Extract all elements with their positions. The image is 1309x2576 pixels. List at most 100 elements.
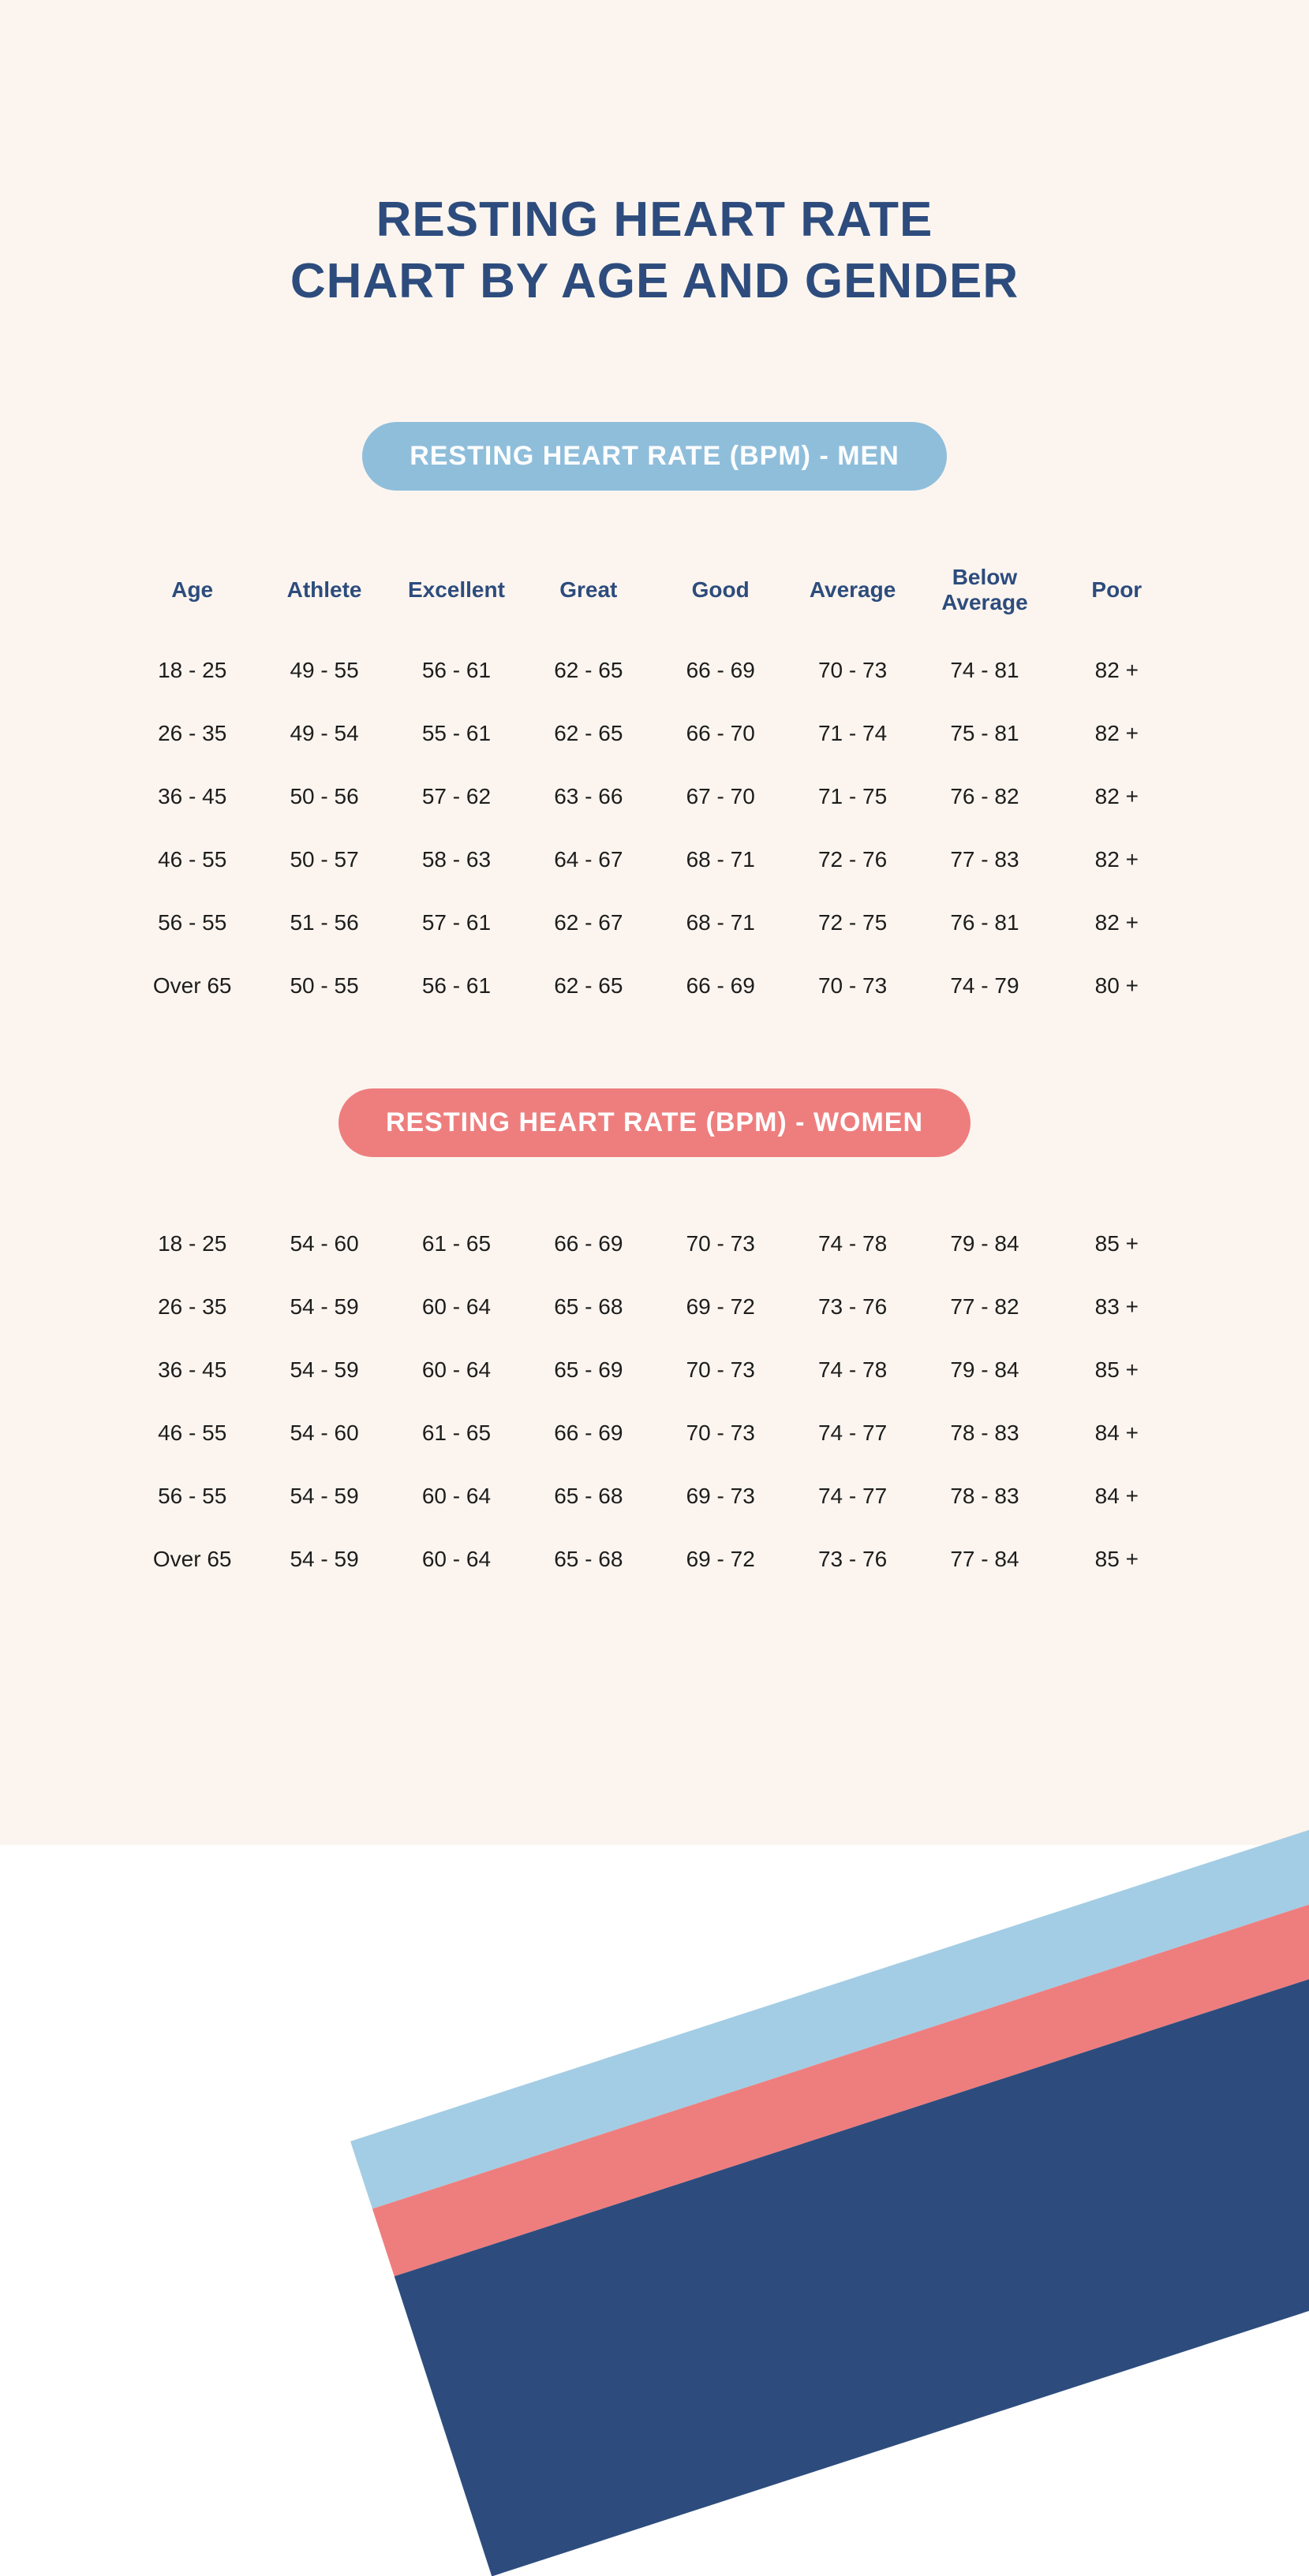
table-row: 18 - 2549 - 5556 - 6162 - 6566 - 6970 - … [126, 639, 1183, 702]
table-cell: 46 - 55 [126, 1402, 258, 1465]
table-cell: 66 - 70 [655, 702, 787, 765]
women-section-label: RESTING HEART RATE (BPM) - WOMEN [338, 1088, 971, 1157]
table-cell: 54 - 60 [258, 1402, 390, 1465]
men-section-label: RESTING HEART RATE (BPM) - MEN [362, 422, 947, 491]
page-title: RESTING HEART RATE CHART BY AGE AND GEND… [142, 189, 1168, 312]
column-header: Athlete [258, 546, 390, 639]
table-cell: 74 - 81 [918, 639, 1050, 702]
table-row: 46 - 5554 - 6061 - 6566 - 6970 - 7374 - … [126, 1402, 1183, 1465]
page: RESTING HEART RATE CHART BY AGE AND GEND… [0, 0, 1309, 1845]
men-section: RESTING HEART RATE (BPM) - MEN AgeAthlet… [126, 422, 1183, 1017]
table-cell: 63 - 66 [522, 765, 654, 828]
table-cell: 74 - 78 [787, 1212, 918, 1275]
table-cell: 62 - 65 [522, 702, 654, 765]
table-cell: 74 - 78 [787, 1338, 918, 1402]
table-cell: 82 + [1051, 765, 1183, 828]
table-cell: 18 - 25 [126, 639, 258, 702]
table-cell: 82 + [1051, 702, 1183, 765]
table-cell: 26 - 35 [126, 1275, 258, 1338]
title-line-1: RESTING HEART RATE [142, 189, 1168, 251]
table-cell: 71 - 75 [787, 765, 918, 828]
table-cell: 56 - 61 [391, 639, 522, 702]
table-cell: 76 - 81 [918, 891, 1050, 954]
table-cell: 57 - 61 [391, 891, 522, 954]
table-cell: 74 - 77 [787, 1402, 918, 1465]
table-cell: 74 - 79 [918, 954, 1050, 1017]
table-cell: 82 + [1051, 891, 1183, 954]
table-cell: 85 + [1051, 1528, 1183, 1591]
table-cell: 72 - 76 [787, 828, 918, 891]
table-cell: 62 - 65 [522, 954, 654, 1017]
table-cell: 66 - 69 [655, 954, 787, 1017]
table-cell: 67 - 70 [655, 765, 787, 828]
table-cell: 51 - 56 [258, 891, 390, 954]
table-cell: 50 - 55 [258, 954, 390, 1017]
table-cell: 82 + [1051, 639, 1183, 702]
table-cell: 70 - 73 [655, 1338, 787, 1402]
table-cell: 68 - 71 [655, 828, 787, 891]
table-row: Over 6554 - 5960 - 6465 - 6869 - 7273 - … [126, 1528, 1183, 1591]
table-cell: 69 - 72 [655, 1275, 787, 1338]
table-cell: 56 - 55 [126, 891, 258, 954]
table-cell: 54 - 60 [258, 1212, 390, 1275]
table-cell: 76 - 82 [918, 765, 1050, 828]
table-cell: 50 - 57 [258, 828, 390, 891]
table-cell: 69 - 73 [655, 1465, 787, 1528]
table-cell: 73 - 76 [787, 1528, 918, 1591]
column-header: Average [787, 546, 918, 639]
column-header: Age [126, 546, 258, 639]
table-cell: Over 65 [126, 954, 258, 1017]
table-cell: 65 - 68 [522, 1275, 654, 1338]
table-cell: 85 + [1051, 1212, 1183, 1275]
table-cell: 71 - 74 [787, 702, 918, 765]
column-header: Excellent [391, 546, 522, 639]
table-row: 56 - 5554 - 5960 - 6465 - 6869 - 7374 - … [126, 1465, 1183, 1528]
table-cell: 26 - 35 [126, 702, 258, 765]
column-header: Great [522, 546, 654, 639]
table-cell: 84 + [1051, 1465, 1183, 1528]
table-cell: 62 - 65 [522, 639, 654, 702]
table-cell: 78 - 83 [918, 1402, 1050, 1465]
table-cell: 49 - 54 [258, 702, 390, 765]
table-cell: 58 - 63 [391, 828, 522, 891]
table-cell: 66 - 69 [522, 1212, 654, 1275]
table-cell: 54 - 59 [258, 1275, 390, 1338]
table-cell: 36 - 45 [126, 765, 258, 828]
stripe-light-blue [350, 1654, 1309, 2209]
table-cell: 54 - 59 [258, 1465, 390, 1528]
table-cell: 56 - 55 [126, 1465, 258, 1528]
table-cell: 82 + [1051, 828, 1183, 891]
table-row: 56 - 5551 - 5657 - 6162 - 6768 - 7172 - … [126, 891, 1183, 954]
table-cell: 72 - 75 [787, 891, 918, 954]
table-cell: 65 - 68 [522, 1528, 654, 1591]
table-cell: 55 - 61 [391, 702, 522, 765]
table-header-row: AgeAthleteExcellentGreatGoodAverageBelow… [126, 546, 1183, 639]
table-cell: Over 65 [126, 1528, 258, 1591]
table-cell: 77 - 83 [918, 828, 1050, 891]
table-cell: 79 - 84 [918, 1212, 1050, 1275]
table-cell: 70 - 73 [655, 1402, 787, 1465]
table-cell: 61 - 65 [391, 1402, 522, 1465]
table-row: Over 6550 - 5556 - 6162 - 6566 - 6970 - … [126, 954, 1183, 1017]
column-header: Poor [1051, 546, 1183, 639]
table-cell: 80 + [1051, 954, 1183, 1017]
table-cell: 77 - 84 [918, 1528, 1050, 1591]
table-row: 36 - 4554 - 5960 - 6465 - 6970 - 7374 - … [126, 1338, 1183, 1402]
table-cell: 54 - 59 [258, 1528, 390, 1591]
table-cell: 57 - 62 [391, 765, 522, 828]
women-section: RESTING HEART RATE (BPM) - WOMEN 18 - 25… [126, 1088, 1183, 1591]
column-header: BelowAverage [918, 546, 1050, 639]
table-cell: 18 - 25 [126, 1212, 258, 1275]
table-cell: 83 + [1051, 1275, 1183, 1338]
table-cell: 61 - 65 [391, 1212, 522, 1275]
table-cell: 46 - 55 [126, 828, 258, 891]
women-table: 18 - 2554 - 6061 - 6566 - 6970 - 7374 - … [126, 1212, 1183, 1591]
table-cell: 73 - 76 [787, 1275, 918, 1338]
table-cell: 36 - 45 [126, 1338, 258, 1402]
table-cell: 64 - 67 [522, 828, 654, 891]
table-cell: 49 - 55 [258, 639, 390, 702]
table-cell: 56 - 61 [391, 954, 522, 1017]
table-cell: 70 - 73 [787, 639, 918, 702]
table-cell: 74 - 77 [787, 1465, 918, 1528]
table-cell: 60 - 64 [391, 1275, 522, 1338]
